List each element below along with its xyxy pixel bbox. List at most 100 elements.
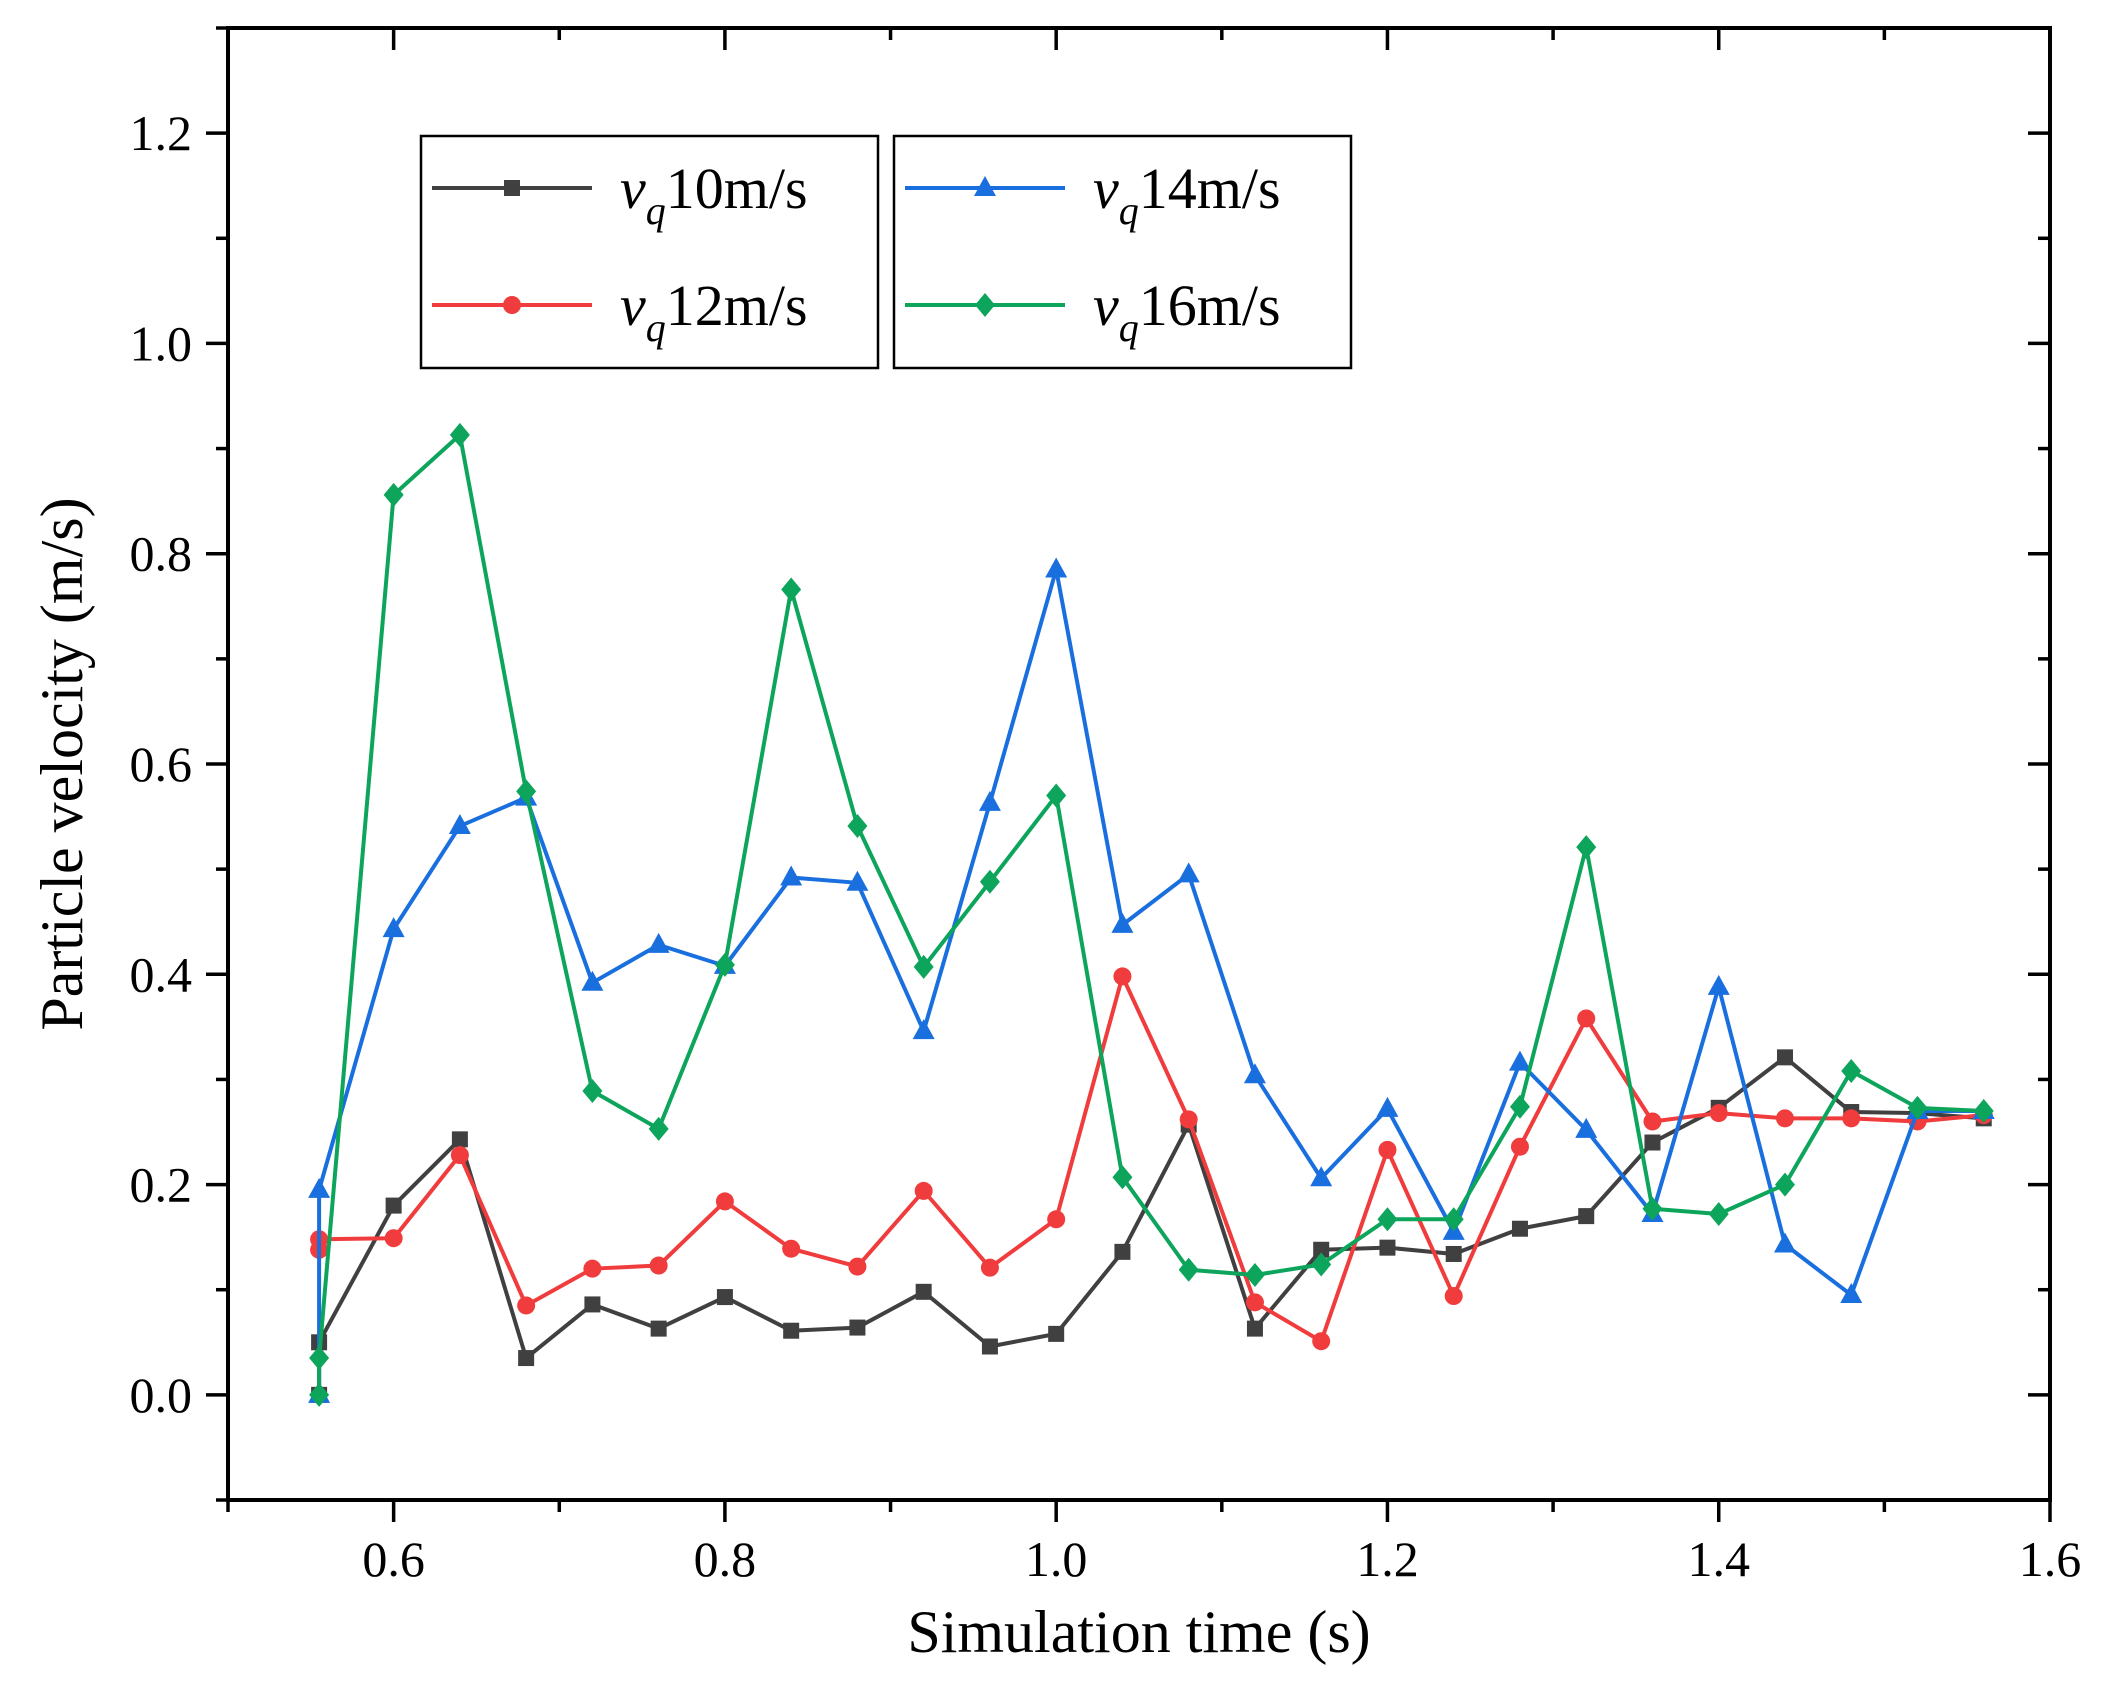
legend-marker [503,296,521,314]
data-point [1508,1050,1531,1071]
data-point [584,1296,601,1313]
data-point [648,1116,669,1141]
y-tick-label: 1.2 [130,105,193,161]
data-point [1842,1109,1861,1128]
data-point [913,954,934,979]
data-point [1445,1245,1462,1262]
data-point [1774,1172,1795,1197]
data-point [1443,1207,1464,1232]
y-tick-label: 1.0 [130,315,193,371]
data-point [1776,1049,1793,1066]
data-point [1312,1332,1331,1351]
data-point [384,1229,403,1248]
data-point [1311,1252,1332,1277]
data-point [980,1258,999,1277]
data-point [914,1181,933,1200]
data-point [308,1177,331,1198]
data-point [382,917,405,938]
y-tick-label: 0.6 [130,736,193,792]
x-tick-label: 1.2 [1356,1531,1419,1587]
data-point [1111,912,1134,933]
data-point [1707,974,1730,995]
data-point [383,482,404,507]
tick-labels: 0.6 0.8 1.0 1.2 1.4 1.6 0.0 0.2 0.4 0.6 0.8 1.0 1.2 [130,105,2082,1587]
data-point [1246,1320,1263,1337]
x-tick-label: 1.6 [2019,1531,2082,1587]
data-point [846,870,869,891]
data-point [583,1259,602,1278]
data-point [1841,1059,1862,1084]
data-point [1244,1262,1265,1287]
data-point [1378,1140,1397,1159]
data-point [1045,557,1068,578]
legend-label: vq12m/s [620,273,808,350]
data-point [1511,1220,1528,1237]
data-point [517,1296,536,1315]
data-point [449,422,470,447]
y-tick-label: 0.8 [130,526,193,582]
data-point [647,932,670,953]
data-point [650,1320,667,1337]
data-point [1113,967,1132,986]
data-point [1575,1117,1598,1138]
data-point [915,1283,932,1300]
data-point [309,1346,330,1371]
data-point [516,779,537,804]
data-point [781,577,802,602]
data-point [649,1256,668,1275]
data-point [1310,1166,1333,1187]
data-point [1775,1109,1794,1128]
legend-marker [974,176,996,196]
legend-marker [504,180,520,196]
legend-item: vq14m/s [905,156,1281,233]
data-point [1509,1094,1530,1119]
data-point [1048,1325,1065,1342]
x-tick-label: 0.8 [694,1531,757,1587]
data-point [1313,1241,1330,1258]
data-point [1577,1009,1596,1028]
data-point [1178,1257,1199,1282]
data-point [1709,1104,1728,1123]
data-point [1379,1239,1396,1256]
y-tick-label: 0.0 [130,1367,193,1423]
data-point [1177,862,1200,883]
data-point [783,1322,800,1339]
data-point [581,970,604,991]
y-tick-label: 0.4 [130,946,193,1002]
data-point [979,869,1000,894]
legend-item: vq12m/s [432,273,808,350]
plot-frame [226,26,2052,1502]
data-point [978,790,1001,811]
x-axis-title: Simulation time (s) [907,1599,1370,1665]
data-point [714,952,735,977]
series-12ms [310,967,1993,1351]
data-point [309,1382,330,1407]
legend: vq10m/s vq12m/s vq14m/s vq16m/s [419,134,1353,370]
data-point [1376,1096,1399,1117]
data-point [1840,1282,1863,1303]
data-point [1047,1210,1066,1229]
data-point [847,814,868,839]
data-point [1243,1063,1266,1084]
data-point [1179,1110,1198,1129]
data-point [782,1239,801,1258]
data-point [1644,1134,1661,1151]
legend-item: vq16m/s [905,273,1281,350]
legend-label: vq10m/s [620,156,808,233]
data-point [1444,1287,1463,1306]
series-layer [308,422,1995,1407]
data-point [1245,1293,1264,1312]
y-axis-title: Particle velocity (m/s) [29,497,95,1030]
data-point [1642,1196,1663,1221]
data-point [716,1289,733,1306]
data-point [1907,1095,1928,1120]
data-point [912,1019,935,1040]
data-point [518,1350,535,1367]
x-tick-label: 1.4 [1687,1531,1750,1587]
series-16ms [309,422,1994,1407]
data-point [1973,1098,1994,1123]
data-point [1112,1165,1133,1190]
data-point [1114,1243,1131,1260]
x-tick-label: 0.6 [362,1531,425,1587]
